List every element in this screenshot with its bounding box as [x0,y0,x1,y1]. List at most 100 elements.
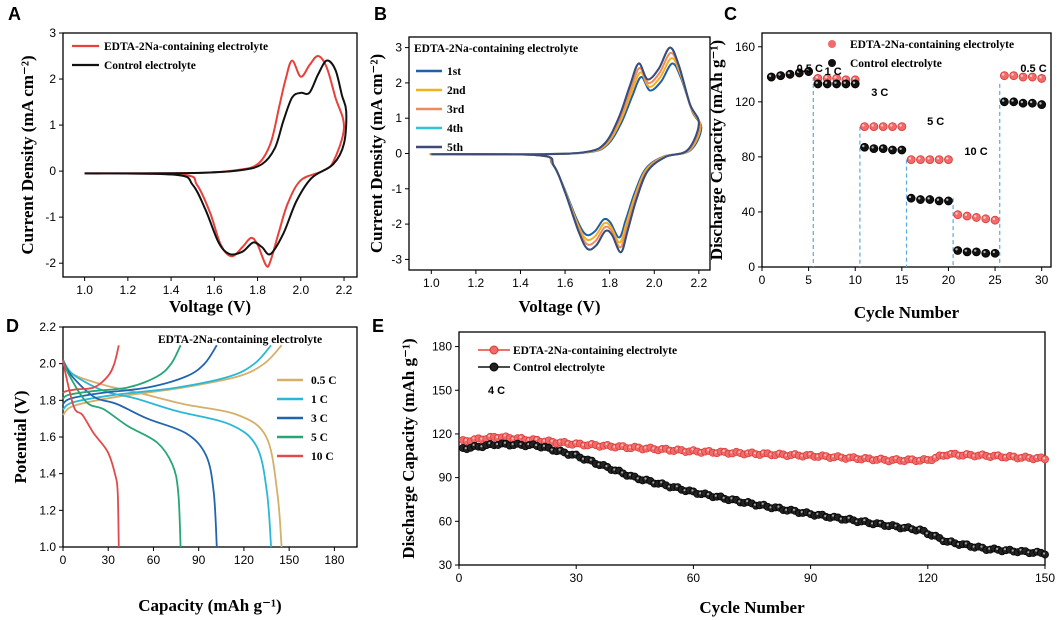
y-tick-label: 0 [395,147,402,161]
marker-highlight [777,451,780,454]
data-point-control [832,79,841,89]
marker-highlight [871,146,874,149]
marker-highlight [972,545,975,548]
discharge-curve-0.5 C [62,359,283,548]
panel-label-A: A [8,4,21,24]
chart-title: EDTA-2Na-containing electrolyte [158,334,322,346]
y-tick-label: -2 [45,256,56,270]
y-tick-label: 1 [49,118,56,132]
cv-cycle-1st [429,62,703,239]
marker-highlight [992,217,996,221]
legend-label: EDTA-2Na-containing electrolyte [850,39,1014,51]
marker-highlight [745,451,749,454]
marker-highlight [839,517,842,520]
data-point-control [850,79,860,89]
marker-highlight [1020,74,1024,78]
data-point-edta [1041,455,1049,464]
legend-label: 3rd [447,104,465,116]
marker-highlight [1011,454,1014,457]
marker-highlight [824,81,828,84]
marker-highlight [488,434,491,437]
marker-highlight [996,547,999,550]
data-point-control [1009,97,1019,107]
x-tick-label: 1.4 [512,276,529,290]
marker-highlight [769,453,772,456]
marker-highlight [574,452,577,455]
x-tick-label: 180 [324,553,344,567]
marker-highlight [964,213,968,217]
x-tick-label: 1.0 [76,283,93,297]
marker-highlight [852,77,856,80]
x-tick-label: 20 [942,273,956,287]
data-point-control [1037,100,1047,109]
y-tick-label: -3 [391,252,402,266]
marker-highlight [495,442,499,446]
data-point-control [944,196,953,206]
marker-highlight [839,455,842,458]
marker-highlight [871,522,874,525]
x-tick-label: 30 [1035,273,1049,287]
marker-highlight [566,452,569,456]
data-point-control [990,248,1000,258]
marker-highlight [730,451,733,454]
marker-highlight [925,457,928,461]
y-tick-label: 120 [432,427,452,441]
x-tick-label: 120 [234,553,254,567]
y-tick-label: 1.0 [39,540,56,554]
marker-highlight [941,453,944,456]
y-tick-label: 180 [432,340,452,354]
legend-label: EDTA-2Na-containing electrolyte [104,41,268,53]
marker-highlight [815,81,818,84]
data-point-control [888,145,897,155]
rate-label: 1 C [825,66,842,78]
marker-highlight [946,198,949,201]
data-point-control [953,246,963,255]
x-tick-label: 5 [805,273,812,287]
y-tick-label: 0 [748,260,755,274]
marker-highlight [738,450,741,454]
marker-highlight [927,157,930,160]
panel-label-E: E [372,316,384,336]
data-point-edta [925,155,935,165]
marker-highlight [706,493,710,496]
data-point-edta [860,122,869,131]
marker-highlight [464,438,467,442]
legend-label: Control electrolyte [104,60,196,72]
x-tick-label: 1.2 [120,283,137,297]
marker-highlight [699,492,702,495]
marker-highlight [808,452,811,455]
marker-highlight [880,124,884,127]
marker-highlight [683,449,686,453]
x-tick-label: 90 [804,571,818,585]
x-tick-label: 30 [102,553,116,567]
x-tick-label: 2.0 [292,283,309,297]
marker-highlight [519,442,522,446]
marker-highlight [566,441,569,445]
marker-highlight [472,437,475,440]
marker-highlight [988,454,991,458]
marker-highlight [777,505,780,508]
marker-highlight [902,459,905,462]
marker-highlight [946,157,949,160]
x-tick-label: 150 [279,553,299,567]
rate-annotation: 4 C [488,385,505,397]
marker-highlight [620,444,624,447]
y-tick-label: 3 [395,41,402,55]
legend-label: 2nd [447,85,466,97]
marker-highlight [667,485,671,488]
marker-highlight [910,457,913,460]
marker-highlight [847,516,850,519]
x-tick-label: 120 [918,571,938,585]
x-tick-label: 0 [759,273,766,287]
marker-highlight [1003,548,1007,551]
marker-highlight [597,444,600,447]
marker-highlight [660,481,663,484]
marker-highlight [550,448,553,451]
marker-highlight [908,157,912,160]
rate-label: 5 C [927,116,944,128]
marker-highlight [714,451,717,454]
y-axis-label: Current Density (mA cm⁻²) [367,54,386,253]
marker-highlight [863,455,866,459]
data-point-control [822,79,832,89]
x-tick-label: 1.6 [557,276,574,290]
